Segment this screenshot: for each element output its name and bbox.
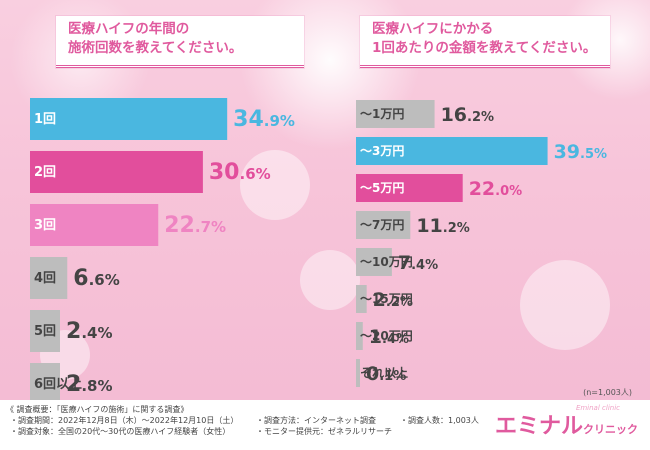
bokeh-light (300, 250, 360, 310)
bar-1-5 (356, 285, 367, 313)
bar-label-1-0: 〜1万円 (360, 107, 404, 121)
value-label-0-2: 22.7% (164, 213, 226, 238)
brand-tagline: Eminal clinic (575, 404, 620, 412)
bar-0-3 (30, 257, 68, 299)
bar-1-4 (356, 248, 392, 276)
bar-label-1-4: 〜10万円 (360, 255, 413, 269)
left-title-line2: 施術回数を教えてください。 (68, 40, 243, 56)
value-label-0-4: 2.4% (66, 319, 112, 344)
bar-label-1-7: それ以上 (360, 365, 408, 380)
bar-label-1-3: 〜7万円 (360, 218, 404, 232)
right-chart-title: 医療ハイフにかかる 1回あたりの金額を教えてください。 (360, 16, 610, 68)
right-title-line1: 医療ハイフにかかる (372, 21, 494, 37)
bar-label-0-1: 2回 (34, 165, 56, 180)
bar-0-1 (30, 151, 203, 193)
value-label-1-2: 22.0% (469, 178, 522, 200)
value-label-0-0: 34.9% (233, 107, 295, 132)
survey-provider: ・モニター提供元：ゼネラルリサーチ (256, 427, 392, 436)
value-label-1-6: 1.4% (369, 326, 409, 348)
value-label-0-3: 6.6% (73, 266, 119, 291)
value-label-0-1: 30.6% (209, 160, 271, 185)
chart-price-per-session: 〜1万円 16.2% 〜3万円 39.5% 〜5万円 22.0% 〜7万円 11.2% 〜10万… (356, 100, 607, 387)
right-title-line2: 1回あたりの金額を教えてください。 (372, 40, 597, 56)
bar-label-1-5: 〜15万円 (360, 292, 413, 306)
bar-label-0-2: 3回 (34, 218, 56, 233)
bar-1-0 (356, 100, 435, 128)
value-label-1-7: 0.1% (366, 363, 406, 385)
left-title-line1: 医療ハイフの年間の (68, 21, 190, 37)
value-label-1-1: 39.5% (554, 141, 607, 163)
bar-1-3 (356, 211, 411, 239)
bar-label-1-2: 〜5万円 (360, 181, 404, 195)
bar-label-0-3: 4回 (34, 271, 56, 286)
survey-summary: 《 調査概要：「医療ハイフの施術」に関する調査》 (6, 405, 189, 414)
value-label-0-5: 2.8% (66, 372, 112, 397)
left-chart-title: 医療ハイフの年間の 施術回数を教えてください。 (56, 16, 304, 68)
bar-label-0-4: 5回 (34, 324, 56, 339)
value-label-1-4: 7.4% (398, 252, 438, 274)
survey-target: ・調査対象：全国の20代〜30代の医療ハイフ経験者（女性） (10, 427, 231, 436)
bar-label-0-5: 6回以上 (34, 377, 82, 392)
brand-logo: エミナルクリニック (495, 408, 638, 440)
bar-label-1-1: 〜3万円 (360, 144, 404, 158)
sample-size: (n=1,003人) (583, 388, 632, 397)
survey-method: ・調査方法：インターネット調査 (256, 416, 376, 425)
bokeh-light (520, 260, 610, 350)
bar-1-1 (356, 137, 548, 165)
bar-1-2 (356, 174, 463, 202)
value-label-1-0: 16.2% (441, 104, 494, 126)
value-label-1-5: 2.2% (373, 289, 413, 311)
survey-footer: 《 調査概要：「医療ハイフの施術」に関する調査》 ・調査期間：2022年12月8… (0, 400, 650, 450)
bar-label-1-6: 〜20万円 (360, 329, 413, 343)
bar-0-5 (30, 363, 60, 400)
survey-period: ・調査期間：2022年12月8日（木）〜2022年12月10日（土） (10, 416, 239, 425)
bar-0-4 (30, 310, 60, 352)
bar-1-6 (356, 322, 363, 350)
brand-sub: クリニック (583, 423, 638, 436)
survey-count: ・調査人数：1,003人 (400, 416, 479, 425)
chart-treatment-count: 1回 34.9% 2回 30.6% 3回 22.7% 4回 6.6% 5回 2.4% 6回以上2.8… (30, 98, 295, 400)
brand-main: エミナル (494, 414, 583, 439)
bokeh-light (240, 150, 310, 220)
bar-0-0 (30, 98, 228, 140)
bar-0-2 (30, 204, 159, 246)
bar-label-0-0: 1回 (34, 112, 56, 127)
bar-1-7 (356, 359, 360, 387)
value-label-1-3: 11.2% (416, 215, 469, 237)
